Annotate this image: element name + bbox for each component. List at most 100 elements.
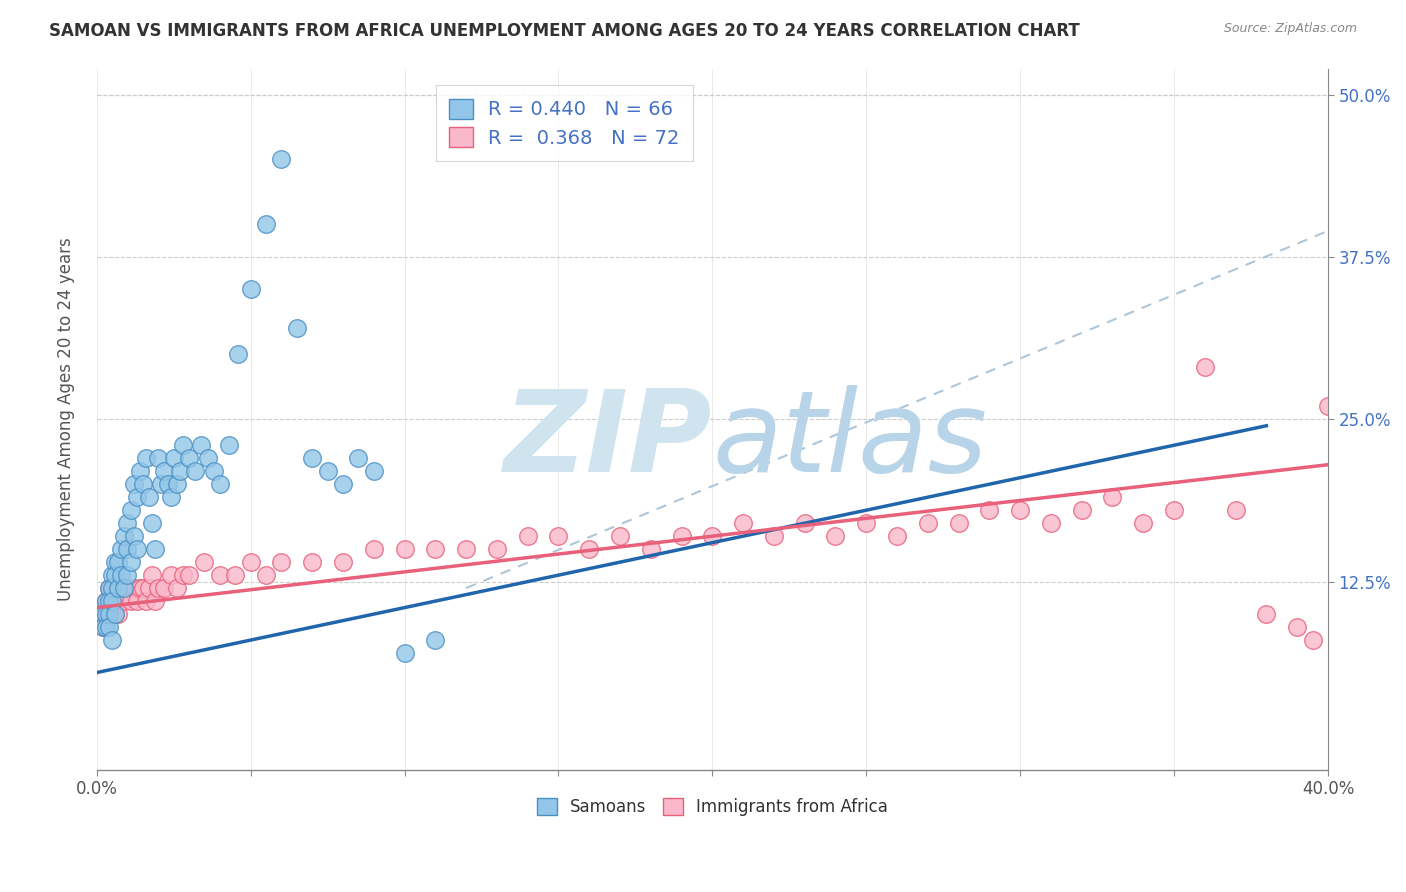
Point <box>117 581 139 595</box>
Point <box>122 581 145 595</box>
Point <box>104 555 127 569</box>
Point <box>117 568 139 582</box>
Point <box>316 464 339 478</box>
Point <box>485 542 508 557</box>
Point <box>112 529 135 543</box>
Point <box>98 594 121 608</box>
Y-axis label: Unemployment Among Ages 20 to 24 years: Unemployment Among Ages 20 to 24 years <box>58 237 75 601</box>
Point <box>125 490 148 504</box>
Point <box>159 490 181 504</box>
Point <box>125 594 148 608</box>
Point <box>239 555 262 569</box>
Point <box>91 607 114 621</box>
Point <box>347 451 370 466</box>
Point <box>640 542 662 557</box>
Point <box>1010 503 1032 517</box>
Point <box>117 516 139 531</box>
Point <box>135 594 157 608</box>
Point <box>762 529 785 543</box>
Point <box>1256 607 1278 621</box>
Point <box>516 529 538 543</box>
Point <box>1316 399 1339 413</box>
Point <box>107 607 129 621</box>
Text: ZIP: ZIP <box>503 384 713 496</box>
Point <box>94 607 117 621</box>
Point <box>156 477 179 491</box>
Point <box>948 516 970 531</box>
Point <box>110 568 132 582</box>
Point <box>98 581 121 595</box>
Point <box>202 464 225 478</box>
Point <box>197 451 219 466</box>
Point <box>104 607 127 621</box>
Point <box>98 581 121 595</box>
Point <box>138 490 160 504</box>
Point <box>94 607 117 621</box>
Point <box>148 451 170 466</box>
Point <box>120 503 142 517</box>
Point <box>89 607 111 621</box>
Point <box>89 607 111 621</box>
Point <box>1101 490 1123 504</box>
Point <box>218 438 240 452</box>
Point <box>107 594 129 608</box>
Point <box>733 516 755 531</box>
Point <box>547 529 569 543</box>
Point <box>270 153 292 167</box>
Point <box>301 555 323 569</box>
Point <box>177 568 200 582</box>
Point <box>138 581 160 595</box>
Point <box>150 477 173 491</box>
Point <box>110 581 132 595</box>
Point <box>132 477 155 491</box>
Point <box>117 542 139 557</box>
Point <box>148 581 170 595</box>
Point <box>363 464 385 478</box>
Point <box>135 451 157 466</box>
Point <box>177 451 200 466</box>
Point <box>143 542 166 557</box>
Point <box>239 282 262 296</box>
Point <box>1132 516 1154 531</box>
Point <box>141 516 163 531</box>
Point <box>125 542 148 557</box>
Point <box>132 581 155 595</box>
Point <box>107 581 129 595</box>
Point <box>425 542 447 557</box>
Point <box>101 633 124 648</box>
Point <box>285 321 308 335</box>
Point <box>169 464 191 478</box>
Point <box>702 529 724 543</box>
Point <box>101 568 124 582</box>
Point <box>208 568 231 582</box>
Point <box>224 568 246 582</box>
Point <box>153 464 176 478</box>
Point <box>120 555 142 569</box>
Point <box>793 516 815 531</box>
Point <box>363 542 385 557</box>
Point <box>101 581 124 595</box>
Point <box>163 451 186 466</box>
Point <box>1286 620 1309 634</box>
Point <box>91 620 114 634</box>
Point <box>301 451 323 466</box>
Point <box>254 568 277 582</box>
Point <box>394 542 416 557</box>
Point <box>193 555 215 569</box>
Point <box>101 594 124 608</box>
Text: SAMOAN VS IMMIGRANTS FROM AFRICA UNEMPLOYMENT AMONG AGES 20 TO 24 YEARS CORRELAT: SAMOAN VS IMMIGRANTS FROM AFRICA UNEMPLO… <box>49 22 1080 40</box>
Point <box>94 594 117 608</box>
Point <box>979 503 1001 517</box>
Point <box>104 568 127 582</box>
Point <box>172 568 194 582</box>
Point <box>128 581 150 595</box>
Point <box>1039 516 1062 531</box>
Point <box>332 555 354 569</box>
Point <box>254 218 277 232</box>
Point <box>143 594 166 608</box>
Text: atlas: atlas <box>713 384 987 496</box>
Point <box>141 568 163 582</box>
Point <box>94 620 117 634</box>
Point <box>120 594 142 608</box>
Point <box>128 464 150 478</box>
